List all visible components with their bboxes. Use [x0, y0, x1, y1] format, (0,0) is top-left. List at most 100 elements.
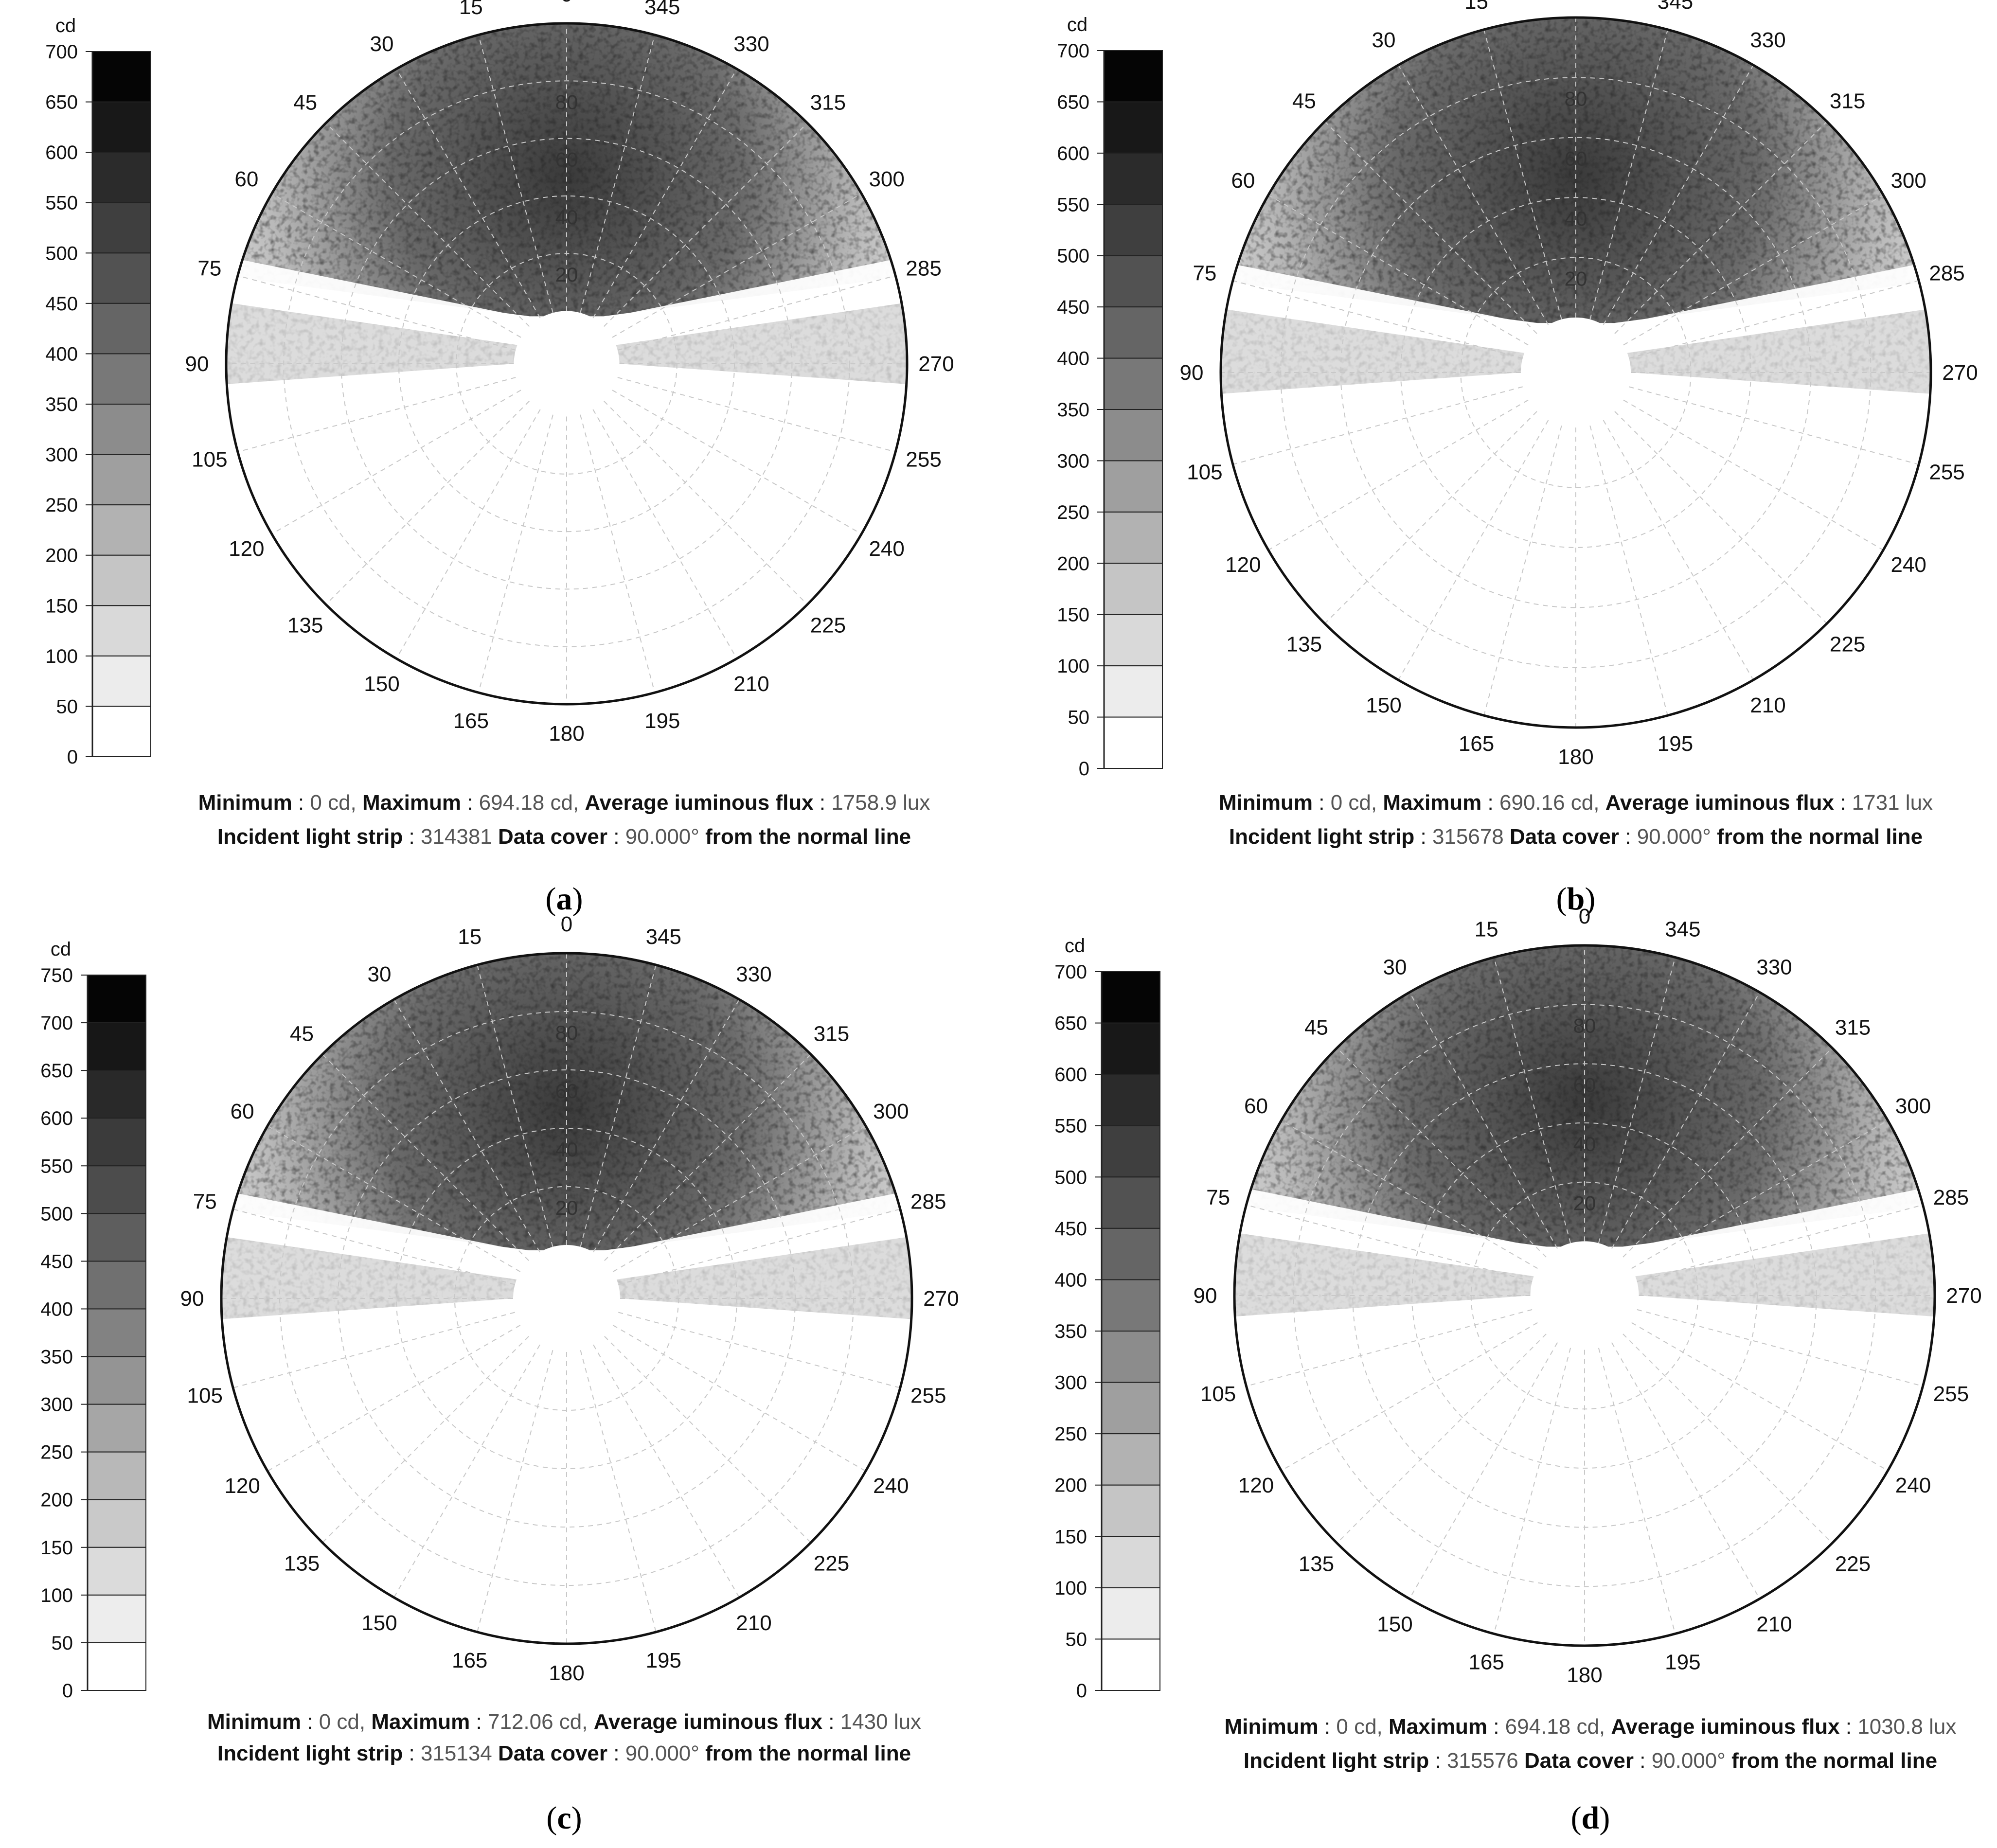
colorbar-tick-label: 350: [1057, 399, 1089, 421]
grid-spoke: [1598, 1348, 1676, 1634]
angle-label: 150: [361, 1611, 397, 1635]
colorbar-tick-label: 700: [1054, 961, 1087, 983]
radial-tick-label: 60: [555, 148, 578, 171]
angle-label: 270: [1946, 1284, 1981, 1308]
angle-label: 120: [229, 537, 264, 561]
angle-label: 135: [1299, 1552, 1334, 1576]
angle-label: 30: [1383, 956, 1407, 979]
colorbar-tick-label: 50: [1066, 1629, 1088, 1650]
angle-label: 15: [458, 925, 481, 949]
separator: [1383, 1715, 1389, 1739]
flux-label: Average iuminous flux: [594, 1710, 823, 1734]
colorbar-tick-label: 600: [40, 1108, 73, 1129]
separator: [1900, 791, 1906, 815]
angle-label: 180: [549, 722, 584, 746]
radial-tick-label: 80: [1565, 87, 1587, 110]
colorbar-tick-label: 350: [45, 394, 78, 415]
colorbar-tick-label: 300: [40, 1394, 73, 1416]
colorbar-segment: [92, 655, 151, 707]
colorbar: 0 50 100 150 200 250 300 350 400 450 500 550 600 650 7…: [1054, 935, 1160, 1702]
colorbar-segment: [1104, 204, 1163, 256]
colorbar-tick-label: 350: [40, 1347, 73, 1368]
grid-spoke: [1281, 1120, 1538, 1269]
angle-label: 60: [231, 1100, 254, 1123]
colorbar-segment: [1101, 1536, 1160, 1588]
cover-label: Data cover: [498, 1741, 607, 1765]
separator: :: [1481, 791, 1499, 815]
colorbar-segment: [1101, 1484, 1160, 1537]
colorbar-segment: [92, 404, 151, 455]
separator: :: [607, 825, 625, 849]
minimum-label: Minimum: [1219, 791, 1313, 815]
grid-spoke: [1398, 420, 1549, 680]
grid-spoke: [593, 999, 740, 1253]
separator: :: [301, 1710, 319, 1734]
radial-tick-label: 60: [1573, 1073, 1596, 1096]
grid-spoke: [618, 1312, 901, 1388]
colorbar-tick-label: 400: [40, 1298, 73, 1320]
colorbar-tick-label: 450: [45, 293, 78, 315]
separator: [699, 825, 705, 849]
colorbar-segment: [1104, 152, 1163, 205]
colorbar-tick-label: 500: [40, 1203, 73, 1225]
colorbar-unit: cd: [1067, 14, 1088, 36]
grid-spoke: [1631, 1120, 1889, 1269]
grid-spoke: [1637, 1309, 1923, 1387]
center-hole: [514, 311, 620, 417]
grid-ring: [283, 80, 850, 647]
angle-label: 210: [1750, 693, 1785, 717]
cover-value: 90.000°: [1637, 825, 1711, 849]
angle-label: 105: [1187, 460, 1222, 484]
strip-value: 314381: [421, 825, 492, 849]
panel-a: 0501001502002503003504004505005506006507…: [45, 0, 954, 917]
flux-unit: lux: [1929, 1715, 1956, 1739]
paren: (: [546, 1800, 557, 1836]
flux-label: Average iuminous flux: [1605, 791, 1835, 815]
grid-spoke: [267, 1125, 521, 1272]
colorbar-segment: [92, 252, 151, 304]
stats: Minimum : 0 cd, Maximum : 694.18 cd, Ave…: [1225, 1715, 1957, 1773]
angle-label: 195: [1665, 1650, 1700, 1674]
colorbar-tick-label: 0: [1079, 758, 1089, 780]
grid-spoke: [1483, 426, 1562, 716]
low-band-left: [1221, 260, 1549, 340]
grid-spoke: [604, 401, 808, 605]
colorbar-segment: [87, 1404, 146, 1453]
colorbar-tick-label: 250: [1057, 502, 1089, 523]
radial-tick-label: 20: [1573, 1192, 1596, 1215]
strip-value: 315134: [421, 1741, 492, 1765]
colorbar-segment: [1104, 50, 1163, 103]
grid-spoke: [612, 193, 862, 338]
grid-spoke: [604, 1336, 811, 1543]
grid-spoke: [1246, 1309, 1533, 1387]
radial-tick-label: 20: [555, 263, 578, 286]
radial-tick-label: 80: [555, 1021, 578, 1044]
grid-spoke: [593, 1344, 740, 1598]
separator: :: [1313, 791, 1331, 815]
plot-boundary: [1233, 944, 1936, 1647]
colorbar-unit: cd: [55, 15, 76, 36]
separator: [897, 791, 903, 815]
minimum-label: Minimum: [1225, 1715, 1319, 1739]
angle-label: 150: [364, 672, 399, 696]
colorbar-tick-label: 150: [40, 1537, 73, 1559]
angle-label: 15: [1475, 918, 1498, 942]
intensity-map: [226, 23, 907, 704]
angle-label: 45: [290, 1022, 314, 1046]
angle-label: 225: [810, 613, 846, 637]
grid-spoke: [1246, 1204, 1533, 1282]
low-band-left: [1234, 1184, 1558, 1264]
angle-label: 255: [910, 1384, 946, 1407]
grid-spoke: [580, 1350, 657, 1633]
angle-label: 90: [1180, 361, 1204, 385]
angle-label: 285: [910, 1190, 946, 1214]
maximum-value: 690.16 cd,: [1499, 791, 1600, 815]
colorbar-tick-label: 550: [1057, 194, 1089, 215]
grid-spoke: [1589, 426, 1668, 716]
cover-label: Data cover: [498, 825, 607, 849]
maximum-label: Maximum: [1389, 1715, 1487, 1739]
angle-label: 330: [733, 32, 769, 56]
maximum-value: 694.18 cd,: [479, 791, 579, 815]
separator: :: [814, 791, 832, 815]
grid-spoke: [1232, 280, 1523, 359]
